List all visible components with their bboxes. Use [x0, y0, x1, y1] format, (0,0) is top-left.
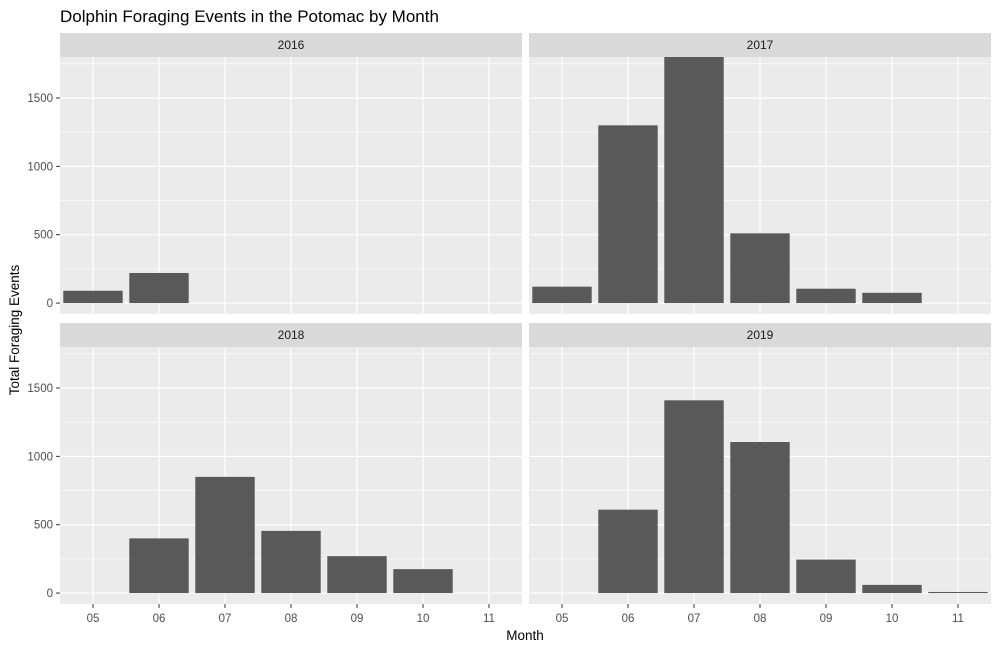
- facet-strip: [529, 323, 991, 347]
- x-tick-label: 07: [688, 613, 701, 625]
- x-tick-label: 07: [219, 613, 232, 625]
- facet-panel-2018: 2018 0 500 1000 1500 05 06 07 08 09 10 11: [27, 323, 522, 625]
- x-axis-title: Month: [506, 628, 544, 643]
- facet-panel-2016: 2016 0 500 1000 1500: [27, 33, 522, 314]
- x-tick-label: 05: [87, 613, 100, 625]
- bar-2018-10: [393, 569, 453, 594]
- bar-2017-06: [598, 125, 658, 304]
- y-tick-label: 1000: [27, 451, 53, 463]
- facet-strip-label: 2018: [278, 328, 305, 342]
- bar-2018-09: [327, 556, 387, 594]
- bar-2018-06: [129, 538, 189, 594]
- bar-2017-10: [862, 292, 922, 304]
- x-tick-label: 10: [886, 613, 899, 625]
- x-tick-label: 09: [820, 613, 833, 625]
- bar-2019-11: [928, 591, 988, 594]
- facet-strip: [529, 33, 991, 57]
- x-tick-label: 06: [153, 613, 166, 625]
- y-tick-label: 500: [34, 520, 53, 532]
- chart-title: Dolphin Foraging Events in the Potomac b…: [60, 7, 439, 26]
- bar-2017-08: [730, 233, 790, 304]
- bar-2019-09: [796, 559, 856, 594]
- y-tick-label: 1500: [27, 93, 53, 105]
- bar-2019-06: [598, 509, 658, 594]
- facet-panel-2019: 2019 05 06 07 08 09 10 11: [529, 323, 991, 625]
- x-tick-label: 08: [754, 613, 767, 625]
- y-tick-label: 1500: [27, 383, 53, 395]
- facet-strip-label: 2016: [278, 38, 305, 52]
- facet-strip: [60, 323, 522, 347]
- bar-2017-07: [664, 57, 724, 304]
- bar-2016-06: [129, 272, 189, 304]
- x-tick-label: 09: [351, 613, 364, 625]
- bar-2017-09: [796, 288, 856, 304]
- y-tick-label: 1000: [27, 161, 53, 173]
- x-tick-label: 11: [952, 613, 964, 625]
- facet-strip-label: 2019: [747, 328, 774, 342]
- bar-2019-07: [664, 400, 724, 594]
- facet-panels: 2016 0 500 1000 1500 2017 2018 0 500 1000 1500 05 06…: [27, 33, 991, 625]
- bar-2018-07: [195, 476, 255, 594]
- facet-panel-2017: 2017: [529, 33, 991, 314]
- bar-2018-08: [261, 530, 321, 594]
- y-tick-label: 0: [47, 588, 53, 600]
- y-axis-title: Total Foraging Events: [7, 264, 22, 395]
- facet-strip: [60, 33, 522, 57]
- x-tick-label: 05: [556, 613, 569, 625]
- bar-2019-10: [862, 584, 922, 594]
- y-tick-label: 500: [34, 230, 53, 242]
- y-tick-label: 0: [47, 298, 53, 310]
- x-tick-label: 08: [285, 613, 298, 625]
- bar-2016-05: [63, 290, 123, 304]
- x-tick-label: 10: [417, 613, 430, 625]
- x-tick-label: 11: [483, 613, 495, 625]
- x-tick-label: 06: [622, 613, 635, 625]
- bar-2017-05: [532, 286, 592, 304]
- bar-2019-08: [730, 442, 790, 594]
- facet-strip-label: 2017: [747, 38, 774, 52]
